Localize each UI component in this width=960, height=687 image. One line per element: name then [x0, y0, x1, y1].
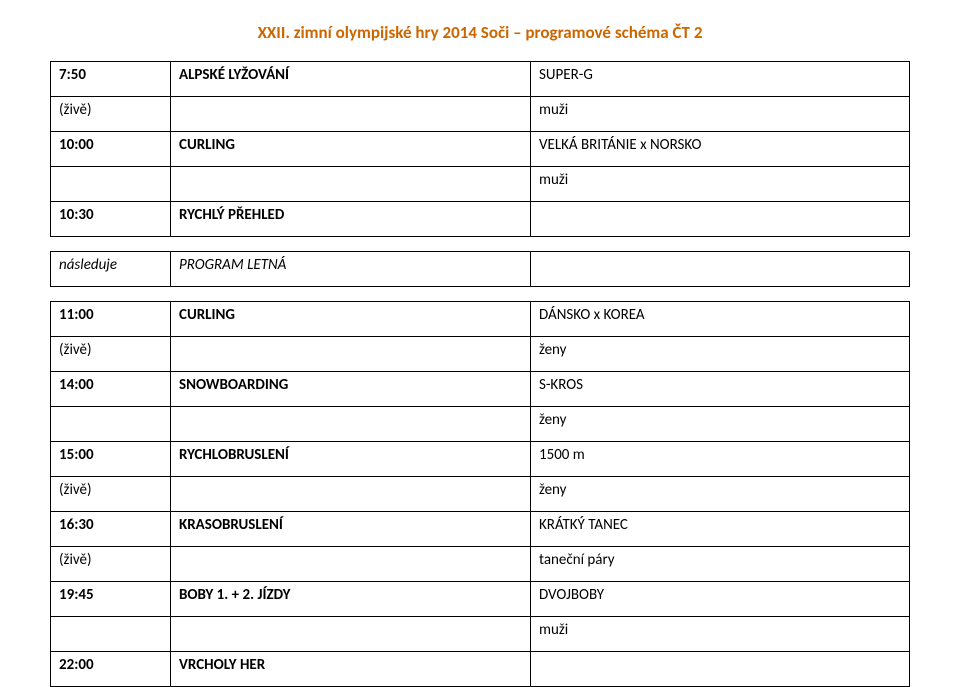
- table-row: 10:30RYCHLÝ PŘEHLED: [51, 202, 910, 237]
- table-row: (živě) ženy: [51, 337, 910, 372]
- cell-time: [51, 407, 171, 442]
- cell-detail: SUPER-G: [531, 62, 910, 97]
- table-row: 14:00SNOWBOARDINGS-KROS: [51, 372, 910, 407]
- table-row: muži: [51, 167, 910, 202]
- cell-detail: VELKÁ BRITÁNIE x NORSKO: [531, 132, 910, 167]
- table-row: (živě) taneční páry: [51, 547, 910, 582]
- cell-time: 19:45: [51, 582, 171, 617]
- schedule-table: 7:50ALPSKÉ LYŽOVÁNÍSUPER-G(živě)muži10:0…: [50, 61, 910, 687]
- cell-event: [171, 337, 531, 372]
- table-row: 15:00RYCHLOBRUSLENÍ1500 m: [51, 442, 910, 477]
- cell-detail: 1500 m: [531, 442, 910, 477]
- table-row: 22:00VRCHOLY HER: [51, 652, 910, 687]
- cell-time: (živě): [51, 337, 171, 372]
- cell-time: (živě): [51, 477, 171, 512]
- cell-detail: [531, 202, 910, 237]
- cell-time: (živě): [51, 97, 171, 132]
- table-row: 16:30KRASOBRUSLENÍKRÁTKÝ TANEC: [51, 512, 910, 547]
- spacer-row: [51, 237, 910, 252]
- cell-time: (živě): [51, 547, 171, 582]
- table-row: ženy: [51, 407, 910, 442]
- cell-time: 22:00: [51, 652, 171, 687]
- cell-time: 16:30: [51, 512, 171, 547]
- cell-event: RYCHLOBRUSLENÍ: [171, 442, 531, 477]
- cell-detail: muži: [531, 167, 910, 202]
- cell-detail: ženy: [531, 407, 910, 442]
- cell-detail: muži: [531, 617, 910, 652]
- cell-time: 7:50: [51, 62, 171, 97]
- cell-time: [51, 167, 171, 202]
- cell-time: 10:30: [51, 202, 171, 237]
- cell-time: [51, 617, 171, 652]
- cell-event: KRASOBRUSLENÍ: [171, 512, 531, 547]
- cell-event: CURLING: [171, 132, 531, 167]
- cell-detail: DÁNSKO x KOREA: [531, 302, 910, 337]
- cell-event: ALPSKÉ LYŽOVÁNÍ: [171, 62, 531, 97]
- cell-event: [171, 97, 531, 132]
- cell-detail: KRÁTKÝ TANEC: [531, 512, 910, 547]
- cell-event: VRCHOLY HER: [171, 652, 531, 687]
- table-row: následujePROGRAM LETNÁ: [51, 252, 910, 287]
- cell-time: 15:00: [51, 442, 171, 477]
- table-row: 7:50ALPSKÉ LYŽOVÁNÍSUPER-G: [51, 62, 910, 97]
- cell-time: 10:00: [51, 132, 171, 167]
- cell-detail: taneční páry: [531, 547, 910, 582]
- cell-detail: [531, 252, 910, 287]
- cell-time: následuje: [51, 252, 171, 287]
- cell-event: SNOWBOARDING: [171, 372, 531, 407]
- cell-event: PROGRAM LETNÁ: [171, 252, 531, 287]
- cell-event: [171, 547, 531, 582]
- table-row: 10:00CURLINGVELKÁ BRITÁNIE x NORSKO: [51, 132, 910, 167]
- cell-time: 11:00: [51, 302, 171, 337]
- spacer-row: [51, 287, 910, 302]
- cell-detail: ženy: [531, 337, 910, 372]
- table-row: muži: [51, 617, 910, 652]
- cell-event: [171, 407, 531, 442]
- page-title: XXII. zimní olympijské hry 2014 Soči – p…: [50, 22, 910, 43]
- cell-event: [171, 617, 531, 652]
- cell-event: CURLING: [171, 302, 531, 337]
- table-row: (živě) muži: [51, 97, 910, 132]
- cell-detail: S-KROS: [531, 372, 910, 407]
- cell-event: RYCHLÝ PŘEHLED: [171, 202, 531, 237]
- cell-detail: [531, 652, 910, 687]
- table-row: 19:45BOBY 1. + 2. JÍZDYDVOJBOBY: [51, 582, 910, 617]
- cell-event: BOBY 1. + 2. JÍZDY: [171, 582, 531, 617]
- cell-detail: muži: [531, 97, 910, 132]
- cell-event: [171, 167, 531, 202]
- table-row: (živě) ženy: [51, 477, 910, 512]
- cell-time: 14:00: [51, 372, 171, 407]
- table-row: 11:00CURLINGDÁNSKO x KOREA: [51, 302, 910, 337]
- cell-detail: ženy: [531, 477, 910, 512]
- cell-detail: DVOJBOBY: [531, 582, 910, 617]
- cell-event: [171, 477, 531, 512]
